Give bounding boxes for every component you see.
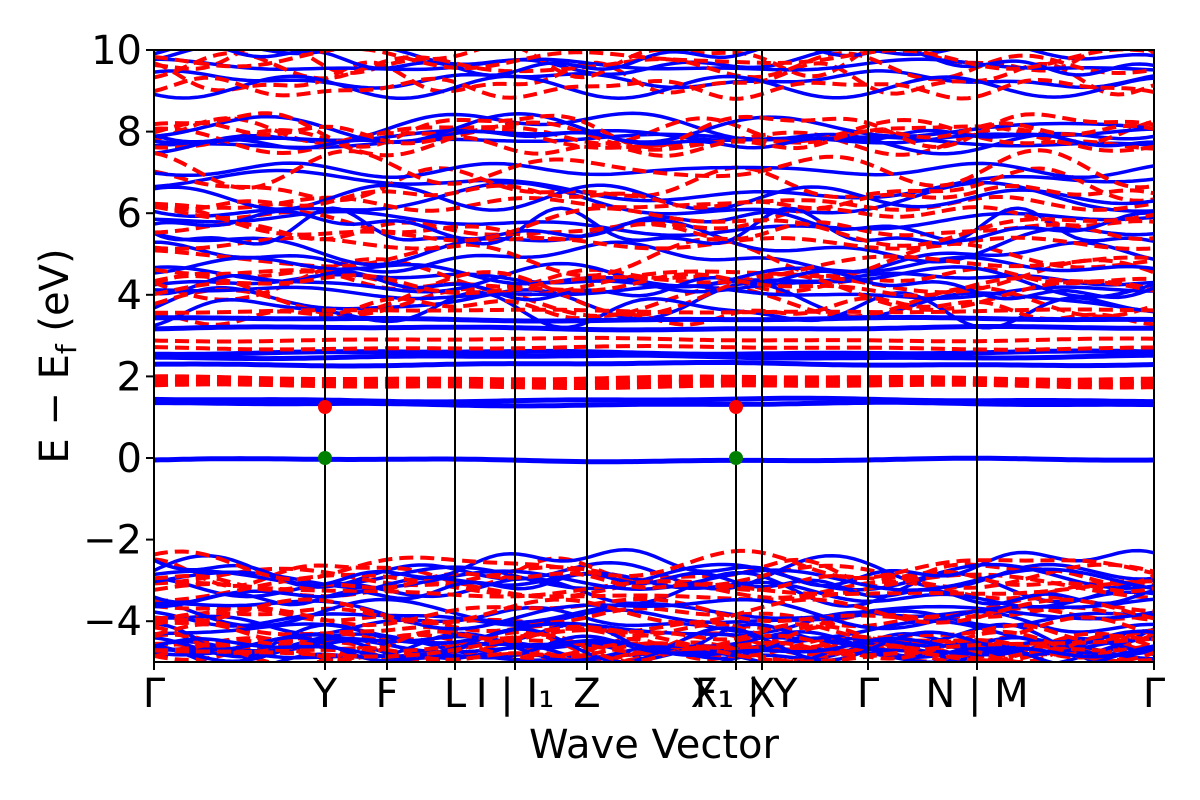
spin-down-band-valence-21 xyxy=(154,548,1154,582)
spin-down-band-valence-16 xyxy=(154,624,1154,662)
spin-up-band-conduction-16 xyxy=(154,255,1154,288)
spin-down-band-conduction-9 xyxy=(154,257,1154,302)
spin-up-band-conduction-21 xyxy=(154,209,1154,243)
spin-up-flat-band-3 xyxy=(154,360,1154,369)
y-tick-label: 6 xyxy=(117,191,142,237)
spin-up-band-conduction-23 xyxy=(154,269,1154,302)
x-axis-title: Wave Vector xyxy=(529,722,780,768)
x-tick-label: Γ xyxy=(857,671,880,717)
x-tick-label: X xyxy=(748,671,775,717)
spin-up-flat-band-0 xyxy=(154,455,1154,465)
spin-down-band-conduction-18 xyxy=(154,220,1154,242)
x-tick-label: X₁ | Y xyxy=(691,671,798,717)
spin-down-band-conduction-13 xyxy=(154,111,1154,150)
spin-up-flat-band-6 xyxy=(154,324,1154,333)
spin-down-band-conduction-10 xyxy=(154,237,1154,279)
y-tick-label: 2 xyxy=(117,354,142,400)
spin-up-band-conduction-18 xyxy=(154,206,1154,246)
y-axis-title: E − Ef (eV) xyxy=(32,248,83,463)
spin-up-flat-band-5 xyxy=(154,348,1154,357)
vbm-marker-2 xyxy=(729,451,743,465)
plot-area xyxy=(154,50,1154,662)
x-tick-label: N | M xyxy=(925,671,1028,717)
spin-up-band-conduction-25 xyxy=(154,74,1154,101)
y-tick-label: 8 xyxy=(117,110,142,156)
spin-down-band-conduction-24 xyxy=(154,50,1154,71)
y-axis: −4 −2 0 2 4 6 8 10 xyxy=(83,28,154,645)
x-tick-label: I | I₁ xyxy=(476,671,555,717)
x-tick-label: Y xyxy=(312,671,338,717)
spin-down-band-valence-17 xyxy=(154,638,1154,662)
spin-up-band-conduction-11 xyxy=(154,218,1154,267)
spin-down-band-conduction-19 xyxy=(154,121,1154,158)
spin-up-band-valence-18 xyxy=(154,636,1154,660)
spin-down-flat-band-1 xyxy=(154,374,1154,387)
y-tick-label: 4 xyxy=(117,273,142,319)
spin-up-band-conduction-19 xyxy=(154,128,1154,150)
cbm-marker-2 xyxy=(729,400,743,414)
x-tick-label: Z xyxy=(573,671,600,717)
vbm-marker xyxy=(318,451,332,465)
spin-down-band-conduction-23 xyxy=(154,272,1154,298)
spin-down-band-conduction-21 xyxy=(154,203,1154,248)
spin-up-band-valence-17 xyxy=(154,634,1154,662)
spin-up-band-conduction-10 xyxy=(154,240,1154,274)
spin-down-flat-band-3 xyxy=(154,335,1154,344)
spin-down-band-conduction-25 xyxy=(154,75,1154,101)
spin-down-flat-band-2 xyxy=(154,343,1154,352)
plot-frame xyxy=(153,49,1155,663)
x-tick-label: L xyxy=(444,671,467,717)
plot-border xyxy=(153,49,1155,663)
spin-up-band-conduction-7 xyxy=(154,127,1154,145)
y-tick-label: −2 xyxy=(83,518,142,564)
y-tick-label: 10 xyxy=(91,28,142,74)
spin-down-band-conduction-17 xyxy=(154,270,1154,318)
spin-down-band-conduction-20 xyxy=(154,183,1154,212)
y-tick-label: 0 xyxy=(117,436,142,482)
spin-down-flat-band-4 xyxy=(154,307,1154,315)
y-tick-label: −4 xyxy=(83,599,142,645)
spin-down-band-conduction-14 xyxy=(154,148,1154,191)
cbm-marker xyxy=(318,400,332,414)
x-tick-label: Γ xyxy=(1143,671,1166,717)
spin-up-flat-band-7 xyxy=(154,314,1154,324)
x-tick-label: F xyxy=(375,671,398,717)
x-tick-label: F₁ xyxy=(694,671,733,717)
spin-up-flat-band-2 xyxy=(154,395,1154,405)
spin-down-band-conduction-2 xyxy=(154,165,1154,203)
x-tick-label: Γ xyxy=(143,671,166,717)
spin-down-band-valence-19 xyxy=(154,597,1154,626)
